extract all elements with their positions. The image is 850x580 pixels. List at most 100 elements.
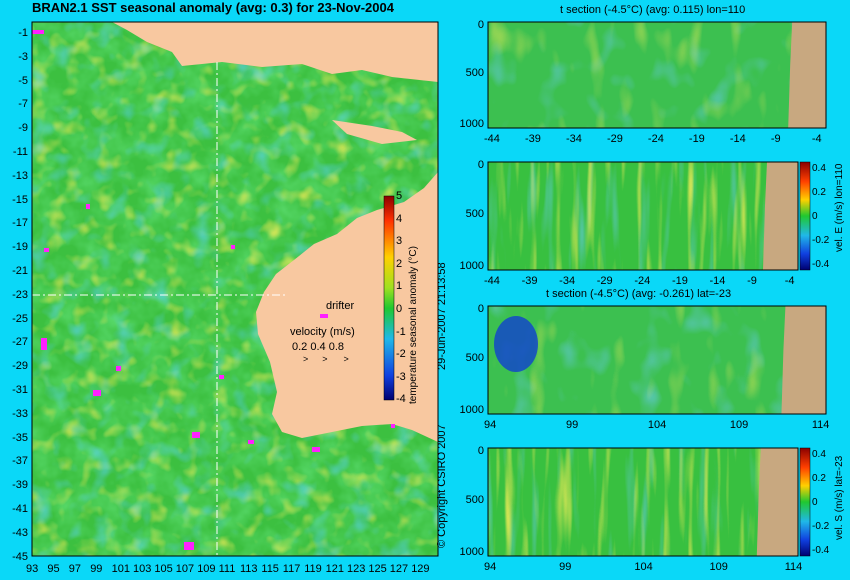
velocity-colorbar-4 xyxy=(799,447,811,557)
depth-tick: 0 xyxy=(477,303,484,316)
section-x-tick: -14 xyxy=(709,275,726,287)
map-y-tick: -33 xyxy=(12,407,28,420)
velocity-colorbar-tick: 0.4 xyxy=(812,163,826,174)
map-x-tick: 125 xyxy=(368,563,387,575)
section-x-tick: -19 xyxy=(688,133,705,145)
map-y-tick: -19 xyxy=(12,241,28,254)
section-x-tick: -9 xyxy=(747,275,757,287)
velocity-colorbar-tick: -0.4 xyxy=(812,259,830,270)
sst-colorbar-tick: 1 xyxy=(396,280,403,293)
velocity-colorbar-tick: 0.4 xyxy=(812,449,826,460)
map-y-tick: -15 xyxy=(12,193,28,206)
map-x-tick: 107 xyxy=(175,563,195,575)
map-x-tick: 111 xyxy=(218,563,236,575)
map-y-tick: -17 xyxy=(12,217,28,230)
section-x-tick: -4 xyxy=(811,133,822,145)
sst-colorbar-label: temperature seasonal anomaly (°C) xyxy=(408,246,419,404)
map-y-tick: -31 xyxy=(12,384,28,396)
depth-tick: 500 xyxy=(465,207,484,220)
sst-anomaly-map xyxy=(31,21,439,557)
section-x-tick: 104 xyxy=(647,419,667,431)
velocity-legend-values: 0.2 0.4 0.8 xyxy=(292,341,344,353)
map-x-tick: 95 xyxy=(47,563,60,575)
panel4-colorbar-label: vel. S (m/s) lat=-23 xyxy=(834,455,845,540)
panel1-title: t section (-4.5°C) (avg: 0.115) lon=110 xyxy=(560,4,746,16)
section-x-tick: -29 xyxy=(596,275,613,287)
velocity-colorbar-2 xyxy=(799,161,811,271)
velocity-colorbar-tick: 0.2 xyxy=(812,187,826,198)
depth-tick: 1000 xyxy=(459,117,484,130)
section-x-tick: -19 xyxy=(671,275,688,287)
map-x-tick: 121 xyxy=(325,563,344,575)
map-x-tick: 127 xyxy=(389,563,409,575)
map-y-tick: -27 xyxy=(12,336,28,349)
map-y-tick: -5 xyxy=(18,74,28,87)
map-y-tick: -25 xyxy=(12,312,28,325)
velocity-colorbar-tick: -0.2 xyxy=(812,235,830,246)
depth-tick: 500 xyxy=(465,66,484,79)
panel3-title: t section (-4.5°C) (avg: -0.261) lat=-23 xyxy=(546,288,732,300)
section-x-tick: 94 xyxy=(484,419,497,431)
map-x-tick: 93 xyxy=(26,563,39,575)
map-y-tick: -13 xyxy=(12,169,28,182)
map-y-tick: -41 xyxy=(12,503,28,515)
velocity-colorbar-tick: 0 xyxy=(812,497,818,508)
section-panel-2 xyxy=(487,161,799,271)
depth-tick: 1000 xyxy=(459,545,484,558)
map-y-tick: -7 xyxy=(18,98,28,111)
map-x-tick: 129 xyxy=(411,563,430,575)
depth-tick: 0 xyxy=(477,445,484,458)
sst-colorbar xyxy=(383,195,395,401)
map-x-tick: 109 xyxy=(197,563,216,575)
map-y-tick: -35 xyxy=(12,431,28,444)
sst-colorbar-tick: -4 xyxy=(396,393,406,406)
section-x-tick: -34 xyxy=(565,133,582,145)
map-y-tick: -1 xyxy=(18,27,28,39)
map-x-tick: 103 xyxy=(133,563,152,575)
sst-colorbar-tick: 0 xyxy=(396,303,403,315)
sst-colorbar-tick: -2 xyxy=(396,348,406,361)
map-y-tick: -23 xyxy=(12,288,28,301)
main-title: BRAN2.1 SST seasonal anomaly (avg: 0.3) … xyxy=(32,0,394,15)
map-y-tick: -9 xyxy=(18,122,28,135)
section-x-tick: 109 xyxy=(729,419,749,431)
depth-tick: 500 xyxy=(465,493,484,506)
map-x-tick: 113 xyxy=(240,563,258,575)
section-x-tick: 104 xyxy=(634,561,653,573)
map-x-tick: 123 xyxy=(347,563,366,575)
section-x-tick: -29 xyxy=(606,133,623,145)
section-x-tick: -24 xyxy=(647,133,664,145)
section-x-tick: 109 xyxy=(709,561,728,573)
drifter-markers xyxy=(32,30,395,550)
section-panel-1 xyxy=(487,21,827,129)
section-x-tick: 94 xyxy=(484,561,497,573)
section-x-tick: 99 xyxy=(565,419,579,431)
map-x-tick: 117 xyxy=(282,563,301,575)
section-x-tick: -14 xyxy=(729,133,746,145)
sst-colorbar-tick: 2 xyxy=(396,257,403,270)
map-x-tick: 119 xyxy=(304,563,322,575)
velocity-colorbar-tick: -0.4 xyxy=(812,545,830,556)
copyright-text: © Copyright CSIRO 2007 xyxy=(436,424,448,548)
map-x-tick: 105 xyxy=(154,563,173,575)
section-x-tick: -44 xyxy=(484,133,500,145)
section-panel-3 xyxy=(487,305,827,415)
section-x-tick: -24 xyxy=(634,275,651,287)
section-x-tick: -39 xyxy=(521,275,538,287)
sst-colorbar-tick: -1 xyxy=(396,325,406,338)
map-y-tick: -37 xyxy=(12,455,28,468)
map-x-tick: 97 xyxy=(68,563,82,575)
map-x-tick: 115 xyxy=(261,563,279,575)
section-x-tick: -9 xyxy=(770,133,781,145)
map-y-tick: -3 xyxy=(18,50,28,63)
panel2-colorbar-label: vel. E (m/s) lon=110 xyxy=(834,163,845,252)
velocity-colorbar-tick: -0.2 xyxy=(812,521,830,532)
map-y-tick: -29 xyxy=(12,360,28,373)
map-x-tick: 99 xyxy=(90,563,103,575)
java-landmass xyxy=(112,22,438,82)
depth-tick: 500 xyxy=(465,351,484,364)
drifter-legend-label: drifter xyxy=(326,300,355,312)
map-y-tick: -43 xyxy=(12,526,28,539)
sst-colorbar-tick: 5 xyxy=(396,190,403,202)
depth-tick: 1000 xyxy=(459,259,484,272)
